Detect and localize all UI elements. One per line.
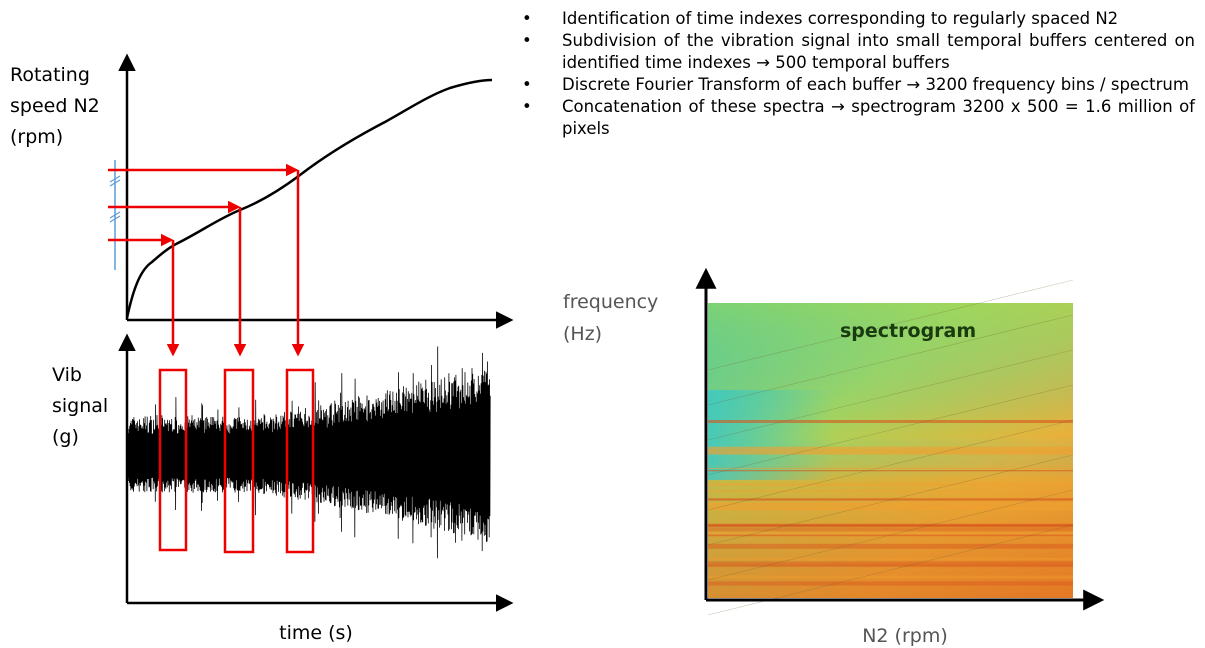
y-label: (rpm) (10, 126, 63, 148)
harmonic-line (707, 349, 1074, 441)
band (708, 557, 1073, 560)
harmonic-line (707, 279, 1074, 371)
band (708, 527, 1073, 532)
spectrogram-lines (707, 279, 1074, 616)
x-label: N2 (rpm) (862, 625, 948, 647)
speed-plot: Rotating speed N2 (rpm) (10, 53, 514, 357)
bullet: Concatenation of these spectra → spectro… (522, 96, 1195, 140)
band (708, 470, 1073, 472)
bullet: Discrete Fourier Transform of each buffe… (522, 74, 1195, 96)
y-label: Vib (52, 364, 82, 386)
break-marks (109, 175, 121, 223)
harmonic-line (707, 489, 1074, 581)
band (708, 530, 1073, 534)
band (708, 446, 1073, 451)
band (708, 420, 1073, 423)
band (708, 498, 1073, 501)
band (708, 575, 1073, 579)
spectrogram-band (708, 390, 958, 480)
spectrogram: spectrogram frequency (Hz) N2 (rpm) (563, 267, 1105, 647)
speed-curve (125, 78, 493, 319)
bullet-list: Identification of time indexes correspon… (522, 8, 1195, 140)
spectrogram-title: spectrogram (840, 320, 976, 342)
harmonic-line (707, 314, 1074, 406)
y-label: signal (52, 395, 108, 417)
vib-signal (127, 346, 491, 559)
y-label: speed N2 (10, 95, 100, 117)
bullet: Identification of time indexes correspon… (522, 8, 1195, 30)
x-label: time (s) (279, 622, 353, 644)
bullet: Subdivision of the vibration signal into… (522, 30, 1195, 74)
y-label: (Hz) (563, 323, 602, 345)
band (708, 490, 1073, 492)
band (708, 581, 1073, 586)
vib-plot: Vib signal (g) time (s) (52, 333, 514, 644)
band (708, 450, 1073, 455)
band (708, 502, 1073, 507)
harmonic-line (707, 384, 1074, 476)
band (708, 534, 1073, 537)
red-arrows (108, 163, 305, 357)
band (708, 523, 1073, 527)
band (708, 564, 1073, 568)
buffers (158, 368, 315, 554)
band (708, 467, 1073, 469)
band (708, 506, 1073, 511)
band (708, 543, 1073, 549)
harmonic-line (707, 454, 1074, 546)
y-label: frequency (563, 291, 658, 313)
band (708, 483, 1073, 486)
harmonic-line (707, 419, 1074, 511)
y-label: Rotating (10, 64, 90, 86)
band (708, 561, 1073, 566)
y-label: (g) (52, 426, 79, 448)
